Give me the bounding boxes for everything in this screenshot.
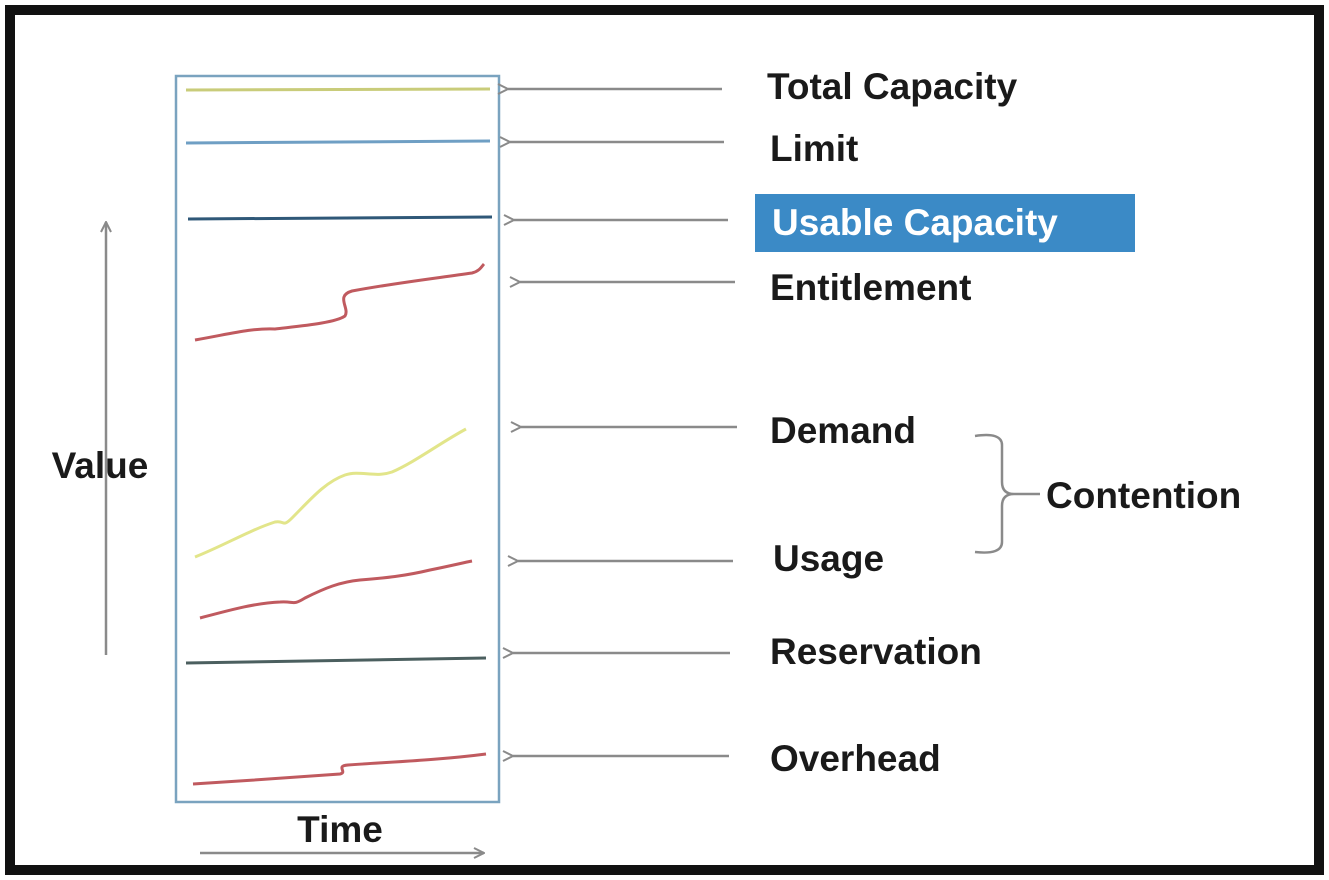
plot-panel xyxy=(174,74,501,804)
usage-label: Usage xyxy=(773,538,884,579)
entitlement-line xyxy=(194,262,486,342)
total-capacity-label: Total Capacity xyxy=(767,66,1018,107)
contention-label: Contention xyxy=(1046,475,1241,516)
demand-label: Demand xyxy=(770,410,916,451)
reservation-label: Reservation xyxy=(770,631,982,672)
overhead-label: Overhead xyxy=(770,738,941,779)
time-axis-label: Time xyxy=(297,809,383,850)
overhead-line xyxy=(192,752,487,786)
usable-capacity-label: Usable Capacity xyxy=(772,202,1058,243)
usage-line xyxy=(199,559,473,620)
diagram-frame xyxy=(5,5,1324,875)
usable-capacity-line xyxy=(187,215,493,221)
reservation-line xyxy=(185,656,487,665)
contention-bracket xyxy=(974,433,1040,554)
entitlement-label: Entitlement xyxy=(770,267,971,308)
limit-line xyxy=(185,139,491,145)
demand-line xyxy=(194,427,467,559)
limit-label: Limit xyxy=(770,128,858,169)
usable-capacity-highlight xyxy=(755,194,1135,252)
total-capacity-line xyxy=(185,87,491,92)
value-axis-label: Value xyxy=(52,445,149,486)
